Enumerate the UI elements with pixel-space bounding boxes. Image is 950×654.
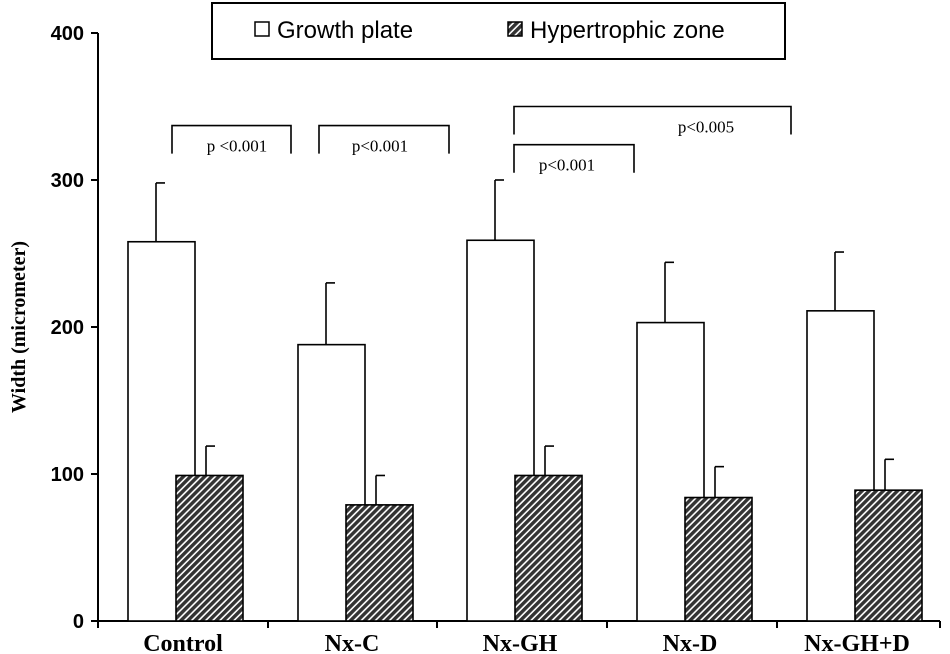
y-tick-label: 400 [51,23,84,45]
category-label: Nx-C [325,631,380,654]
category-label: Nx-D [663,631,718,654]
bar-hypertrophic-zone [345,504,414,622]
legend-box [211,2,786,60]
significance-label: p<0.001 [352,137,408,156]
y-tick-label: 300 [51,170,84,192]
legend-swatch-growth-plate [254,21,270,37]
significance-bracket [318,124,450,154]
category-label: Control [143,631,223,654]
bar-hypertrophic-zone [175,474,244,622]
category-label: Nx-GH+D [804,631,910,654]
y-tick-label: 0 [73,611,84,633]
category-label: Nx-GH [483,631,558,654]
y-tick-label: 200 [51,317,84,339]
legend: Growth plate Hypertrophic zone [211,2,786,60]
legend-label-growth-plate: Growth plate [277,17,413,44]
significance-bracket [513,105,792,135]
y-tick-label: 100 [51,464,84,486]
bar-hypertrophic-zone [684,496,753,622]
significance-label: p <0.001 [207,137,268,156]
bar-hypertrophic-zone [854,489,923,622]
significance-label: p<0.001 [539,156,595,175]
legend-swatch-hypertrophic-zone [507,21,523,37]
significance-bracket [513,143,635,173]
plot-area: 0 100 200 300 400 Width (micrometer) Control Nx… [8,23,941,654]
significance-label: p<0.005 [678,118,734,137]
legend-label-hypertrophic-zone: Hypertrophic zone [530,17,725,44]
y-axis-label: Width (micrometer) [8,241,30,413]
significance-bracket [171,124,292,154]
bar-hypertrophic-zone [514,474,583,622]
